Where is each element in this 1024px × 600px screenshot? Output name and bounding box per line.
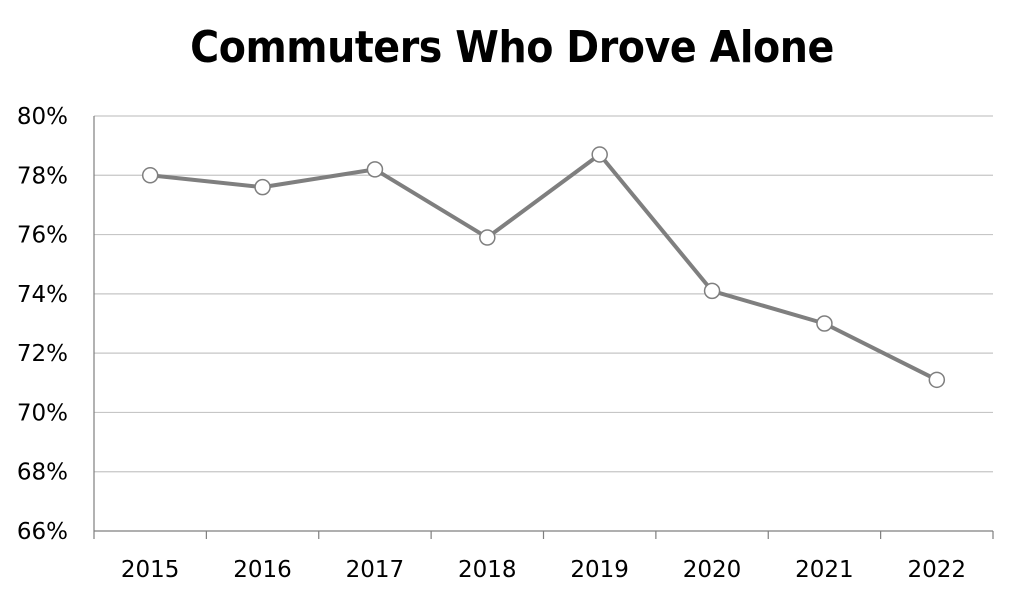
y-tick-label: 80% [17, 104, 68, 130]
data-point-2015 [141, 167, 159, 184]
x-tick-label: 2017 [346, 557, 405, 583]
data-point-2019 [591, 146, 608, 163]
x-tick-label: 2019 [570, 557, 629, 583]
series-line [149, 152, 938, 382]
y-tick-labels: 66% 68% 70% 72% 74% 76% 78% 80% [17, 104, 68, 545]
data-markers [141, 146, 946, 389]
axes [93, 116, 994, 539]
data-series [149, 152, 938, 382]
y-tick-label: 78% [17, 163, 68, 189]
gridlines [94, 115, 993, 473]
x-tick-labels: 2015 2016 2017 2018 2019 2020 2021 2022 [121, 557, 966, 583]
x-tick-label: 2021 [795, 557, 854, 583]
data-point-2017 [366, 161, 384, 178]
x-tick-label: 2018 [458, 557, 517, 583]
y-tick-label: 76% [17, 223, 68, 249]
chart-title: Commuters Who Drove Alone [190, 22, 834, 73]
data-point-2018 [479, 229, 496, 246]
data-point-2020 [703, 282, 721, 300]
x-tick-label: 2016 [233, 557, 292, 583]
y-tick-label: 70% [17, 400, 68, 426]
data-point-2021 [816, 315, 833, 332]
y-tick-label: 72% [17, 341, 68, 367]
y-tick-label: 74% [17, 282, 68, 308]
x-tick-label: 2015 [121, 557, 180, 583]
x-tick-label: 2022 [908, 557, 967, 583]
y-tick-label: 68% [17, 460, 68, 486]
data-point-2016 [254, 178, 271, 196]
data-point-2022 [928, 371, 946, 389]
x-tick-label: 2020 [683, 557, 742, 583]
y-tick-label: 66% [17, 519, 68, 545]
